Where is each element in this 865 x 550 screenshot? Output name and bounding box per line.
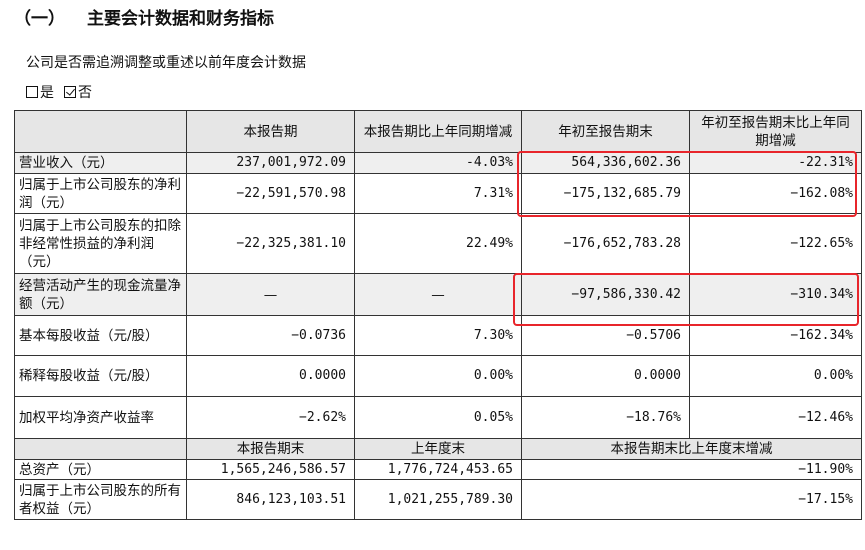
cell: -4.03% [354,152,522,174]
row-label: 稀释每股收益（元/股） [14,355,187,397]
option-yes-label: 是 [40,85,54,101]
header-current-period: 本报告期 [186,110,355,153]
table-row: 稀释每股收益（元/股） 0.0000 0.00% 0.0000 0.00% [14,355,862,397]
cell: 22.49% [354,213,522,274]
restatement-options: 是否 [26,82,102,102]
financial-indicators-table: 本报告期 本报告期比上年同期增减 年初至报告期末 年初至报告期末比上年同期增减 … [14,110,862,520]
header-ytd: 年初至报告期末 [521,110,690,153]
header2-change: 本报告期末比上年度末增减 [521,438,862,460]
restatement-question: 公司是否需追溯调整或重述以前年度会计数据 [26,55,306,71]
cell: — [354,273,522,316]
cell: −122.65% [689,213,862,274]
cell: −22,325,381.10 [186,213,355,274]
table-header-row-2: 本报告期末 上年度末 本报告期末比上年度末增减 [14,438,862,460]
header2-blank [14,438,187,460]
table-row: 总资产（元） 1,565,246,586.57 1,776,724,453.65… [14,459,862,480]
cell: −17.15% [521,479,862,520]
cell: −11.90% [521,459,862,480]
cell: −0.0736 [186,315,355,356]
cell: −176,652,783.28 [521,213,690,274]
header2-period-end: 本报告期末 [186,438,355,460]
cell: 1,776,724,453.65 [354,459,522,480]
cell: −175,132,685.79 [521,173,690,214]
header-blank [14,110,187,153]
cell: −310.34% [689,273,862,316]
cell: 1,021,255,789.30 [354,479,522,520]
header2-prior-year-end: 上年度末 [354,438,522,460]
row-label: 归属于上市公司股东的净利润（元） [14,173,187,214]
option-no[interactable]: 否 [64,85,92,101]
cell: −12.46% [689,396,862,439]
cell: -22.31% [689,152,862,174]
section-title: 主要会计数据和财务指标 [87,9,274,29]
cell: 0.0000 [521,355,690,397]
table-row: 归属于上市公司股东的所有者权益（元） 846,123,103.51 1,021,… [14,479,862,520]
cell: 0.00% [354,355,522,397]
table-row: 加权平均净资产收益率 −2.62% 0.05% −18.76% −12.46% [14,396,862,439]
table-header-row: 本报告期 本报告期比上年同期增减 年初至报告期末 年初至报告期末比上年同期增减 [14,110,862,153]
row-label: 经营活动产生的现金流量净额（元） [14,273,187,316]
row-label: 基本每股收益（元/股） [14,315,187,356]
table-row: 经营活动产生的现金流量净额（元） — — −97,586,330.42 −310… [14,273,862,316]
row-label: 归属于上市公司股东的所有者权益（元） [14,479,187,520]
cell: −162.08% [689,173,862,214]
cell: — [186,273,355,316]
cell: 0.0000 [186,355,355,397]
cell: −162.34% [689,315,862,356]
cell: 7.30% [354,315,522,356]
checkbox-unchecked-icon[interactable] [26,86,38,98]
section-heading: （一） 主要会计数据和财务指标 [14,4,274,29]
cell: −18.76% [521,396,690,439]
option-no-label: 否 [78,85,92,101]
row-label: 营业收入（元） [14,152,187,174]
table-row: 归属于上市公司股东的扣除非经常性损益的净利润（元） −22,325,381.10… [14,213,862,274]
row-label: 总资产（元） [14,459,187,480]
row-label: 归属于上市公司股东的扣除非经常性损益的净利润（元） [14,213,187,274]
cell: −97,586,330.42 [521,273,690,316]
cell: 0.05% [354,396,522,439]
cell: 846,123,103.51 [186,479,355,520]
cell: 1,565,246,586.57 [186,459,355,480]
cell: −22,591,570.98 [186,173,355,214]
cell: 7.31% [354,173,522,214]
checkbox-checked-icon[interactable] [64,86,76,98]
cell: −2.62% [186,396,355,439]
cell: −0.5706 [521,315,690,356]
table-row: 营业收入（元） 237,001,972.09 -4.03% 564,336,60… [14,152,862,174]
cell: 237,001,972.09 [186,152,355,174]
option-yes[interactable]: 是 [26,85,54,101]
header-current-change: 本报告期比上年同期增减 [354,110,522,153]
header-ytd-change: 年初至报告期末比上年同期增减 [689,110,862,153]
section-number: （一） [14,9,65,29]
table-row: 归属于上市公司股东的净利润（元） −22,591,570.98 7.31% −1… [14,173,862,214]
table-row: 基本每股收益（元/股） −0.0736 7.30% −0.5706 −162.3… [14,315,862,356]
cell: 0.00% [689,355,862,397]
cell: 564,336,602.36 [521,152,690,174]
row-label: 加权平均净资产收益率 [14,396,187,439]
